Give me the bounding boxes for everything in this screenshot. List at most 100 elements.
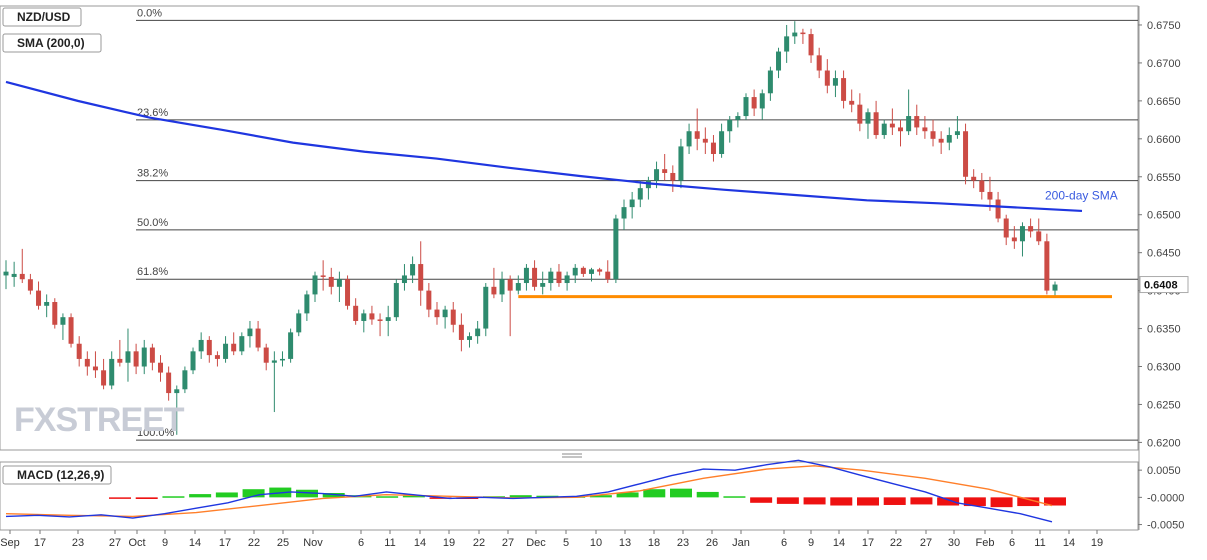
candle-body xyxy=(1036,231,1042,242)
candle-body xyxy=(499,279,505,295)
x-tick-label: 22 xyxy=(473,537,485,549)
macd-histogram-bar xyxy=(376,496,399,498)
candle-body xyxy=(800,32,806,35)
x-tick-label: 22 xyxy=(248,537,260,549)
candle-body xyxy=(19,273,25,280)
x-tick-label: 19 xyxy=(443,537,455,549)
y-tick-label: 0.6300 xyxy=(1147,362,1181,374)
macd-histogram-bar xyxy=(963,497,986,507)
symbol-label-box[interactable] xyxy=(2,7,82,27)
axes: 0.62000.62500.63000.63500.64000.64500.65… xyxy=(0,20,1189,549)
macd-histogram-bar xyxy=(830,497,853,506)
candle-body xyxy=(231,343,237,352)
macd-line xyxy=(5,459,1053,523)
x-tick-label: 23 xyxy=(72,537,84,549)
candle-body xyxy=(263,347,269,363)
macd-indicator-label-box[interactable] xyxy=(2,465,112,485)
x-tick-label: 27 xyxy=(502,537,514,549)
candle-body xyxy=(719,131,725,154)
candle-body xyxy=(556,271,562,284)
x-tick-label: 22 xyxy=(890,537,902,549)
macd-histogram-bar xyxy=(723,496,746,498)
candle-body xyxy=(946,135,952,143)
macd-histogram-bar xyxy=(536,495,559,498)
candle-body xyxy=(320,275,326,277)
x-tick-label: 13 xyxy=(619,537,631,549)
x-tick-label: 18 xyxy=(648,537,660,549)
candle-body xyxy=(727,119,733,132)
candle-body xyxy=(467,336,473,340)
macd-histogram-bar xyxy=(296,489,318,498)
candle-body xyxy=(621,207,627,219)
candle-body xyxy=(288,332,294,359)
candle-body xyxy=(328,276,334,287)
x-tick-label: 5 xyxy=(563,537,569,549)
candle-body xyxy=(166,372,172,394)
x-tick-label: 17 xyxy=(862,537,874,549)
candle-body xyxy=(198,339,204,352)
candle-body xyxy=(710,142,716,154)
x-tick-label: 14 xyxy=(833,537,845,549)
macd-histogram-bar xyxy=(883,497,906,505)
candle-body xyxy=(515,283,521,291)
candle-body xyxy=(336,279,342,287)
fib-level-label: 61.8% xyxy=(137,266,168,278)
y-tick-label: 0.6650 xyxy=(1147,96,1181,108)
candle-body xyxy=(214,355,220,359)
candle-body xyxy=(92,366,98,371)
candle-body xyxy=(279,358,285,361)
candle-body xyxy=(353,305,359,321)
y-tick-label: 0.6600 xyxy=(1147,134,1181,146)
x-tick-label: 14 xyxy=(1063,537,1075,549)
last-price-label: 0.6408 xyxy=(1144,280,1178,292)
candle-body xyxy=(930,131,936,139)
candle-body xyxy=(849,100,855,105)
x-tick-label: 26 xyxy=(706,537,718,549)
candle-body xyxy=(434,309,440,318)
candle-body xyxy=(223,343,229,359)
candle-body xyxy=(954,131,960,136)
candle-body xyxy=(816,55,822,71)
macd-histogram-bar xyxy=(135,497,158,499)
macd-histogram-bar xyxy=(109,497,131,499)
price-panel-frame xyxy=(0,5,1139,451)
candle-body xyxy=(11,273,17,277)
candle-body xyxy=(458,324,464,340)
sma-indicator-label-box[interactable] xyxy=(2,33,102,53)
price-candles xyxy=(3,21,1058,435)
last-price-tag xyxy=(1139,276,1189,294)
candle-body xyxy=(410,264,416,276)
macd-histogram-bar xyxy=(215,492,238,498)
x-tick-label: 6 xyxy=(358,537,364,549)
x-tick-label: 6 xyxy=(781,537,787,549)
fib-level-label: 50.0% xyxy=(137,217,168,229)
candle-body xyxy=(361,313,367,321)
candle-body xyxy=(678,146,684,181)
candle-body xyxy=(125,351,131,363)
macd-histogram-bar xyxy=(322,493,345,498)
candle-body xyxy=(109,358,115,386)
x-tick-label: Nov xyxy=(303,537,323,549)
macd-histogram-bar xyxy=(776,497,799,504)
fxstreet-watermark: FXSTREET xyxy=(14,401,185,439)
y-tick-label: 0.6700 xyxy=(1147,58,1181,70)
candle-body xyxy=(385,317,391,321)
macd-histogram-bar xyxy=(937,497,960,506)
candle-body xyxy=(247,328,253,337)
candle-body xyxy=(84,358,90,367)
candle-body xyxy=(418,264,424,291)
candle-body xyxy=(27,279,33,291)
candle-body xyxy=(149,347,155,363)
candle-body xyxy=(133,351,139,367)
x-tick-label: 14 xyxy=(189,537,201,549)
candle-body xyxy=(426,290,432,310)
macd-histogram-bar xyxy=(1044,497,1066,506)
panel-labels[interactable]: NZD/USD SMA (200,0) MACD (12,26,9) xyxy=(2,7,112,485)
candle-body xyxy=(174,389,180,394)
y-tick-label: 0.6550 xyxy=(1147,172,1181,184)
candle-body xyxy=(735,116,741,120)
candle-body xyxy=(808,34,814,56)
macd-histogram-bar xyxy=(750,497,773,503)
candle-body xyxy=(345,279,351,306)
candle-body xyxy=(401,275,407,284)
